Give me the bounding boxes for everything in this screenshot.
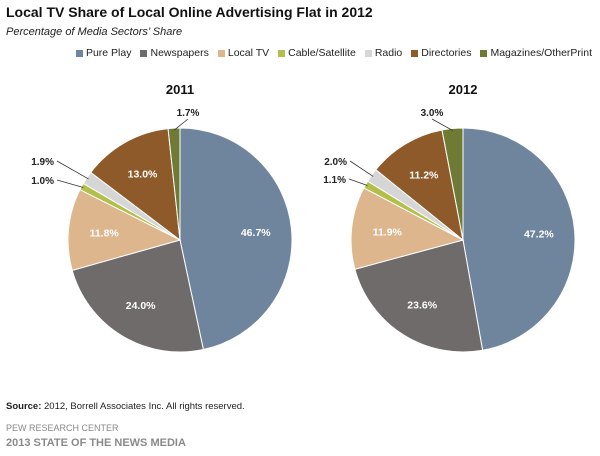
- leader-line: [173, 118, 189, 131]
- legend-swatch: [364, 49, 372, 57]
- legend-swatch: [278, 49, 286, 57]
- legend-item: Cable/Satellite: [278, 47, 356, 59]
- pie-slice: [67, 188, 182, 271]
- org-name: PEW RESEARCH CENTER: [6, 423, 119, 433]
- legend-label: Local TV: [227, 47, 270, 59]
- pie-slice: [179, 127, 293, 351]
- pie-slice: [462, 127, 576, 351]
- legend-swatch: [480, 49, 488, 57]
- pie-slice: [354, 239, 484, 353]
- legend-label: Directories: [421, 47, 472, 59]
- chart-title: Local TV Share of Local Online Advertisi…: [6, 4, 373, 20]
- pie-slice: [441, 127, 464, 241]
- pie-charts: 2011 46.7% 24.0% 11.8% 1.0% 1.9% 13.0% 1.7% 2012…: [31, 82, 576, 353]
- legend-item: Newspapers: [140, 47, 209, 59]
- slice-label: 11.8%: [90, 228, 120, 240]
- pie-title: 2012: [449, 82, 478, 97]
- leader-line: [56, 179, 84, 188]
- leader-line: [431, 118, 453, 131]
- pie-slice: [375, 129, 464, 242]
- pie-slice: [71, 239, 204, 353]
- leader-line: [56, 160, 89, 180]
- slice-label: 23.6%: [407, 299, 437, 311]
- pie-chart-2011: 2011 46.7% 24.0% 11.8% 1.0% 1.9% 13.0% 1.7%: [31, 82, 293, 353]
- slice-label: 1.7%: [177, 108, 200, 119]
- pie-slice: [167, 127, 181, 241]
- slice-label: 3.0%: [421, 108, 444, 119]
- legend-item: Magazines/OtherPrint: [480, 47, 592, 59]
- slice-label: 11.2%: [409, 170, 439, 182]
- legend: Pure Play Newspapers Local TV Cable/Satelli…: [0, 47, 600, 59]
- source-label: Source:: [6, 401, 42, 412]
- legend-label: Magazines/OtherPrint: [490, 47, 592, 59]
- slice-label: 46.7%: [241, 227, 271, 239]
- slice-label: 1.0%: [31, 176, 54, 187]
- report-name: 2013 STATE OF THE NEWS MEDIA: [6, 437, 186, 449]
- slice-label: 11.9%: [373, 227, 403, 239]
- pie-title: 2011: [166, 82, 194, 97]
- leader-line: [348, 178, 368, 186]
- slice-label: 47.2%: [524, 228, 554, 240]
- legend-label: Newspapers: [150, 47, 209, 59]
- legend-item: Radio: [364, 47, 403, 59]
- source-text: 2012, Borrell Associates Inc. All rights…: [41, 401, 245, 412]
- slice-label: 24.0%: [126, 300, 156, 312]
- legend-swatch: [411, 49, 419, 57]
- legend-swatch: [75, 49, 83, 57]
- legend-item: Directories: [411, 47, 471, 59]
- legend-label: Pure Play: [85, 47, 132, 59]
- legend-swatch: [217, 49, 225, 57]
- slice-label: 1.1%: [323, 175, 346, 186]
- leader-line: [349, 160, 374, 177]
- legend-swatch: [140, 49, 148, 57]
- chart-subtitle: Percentage of Media Sectors’ Share: [6, 26, 183, 38]
- source-note: Source: 2012, Borrell Associates Inc. Al…: [6, 401, 245, 412]
- legend-label: Cable/Satellite: [288, 47, 356, 59]
- slice-label: 2.0%: [324, 157, 347, 168]
- slice-label: 13.0%: [128, 169, 158, 181]
- slice-label: 1.9%: [31, 157, 54, 168]
- legend-label: Radio: [374, 47, 403, 59]
- legend-item: Local TV: [217, 47, 270, 59]
- pie-slice: [350, 187, 465, 270]
- pie-chart-2012: 2012 47.2% 23.6% 11.9% 1.1% 2.0% 11.2% 3.0%: [323, 82, 576, 353]
- pie-slice: [90, 128, 181, 242]
- legend-item: Pure Play: [75, 47, 132, 59]
